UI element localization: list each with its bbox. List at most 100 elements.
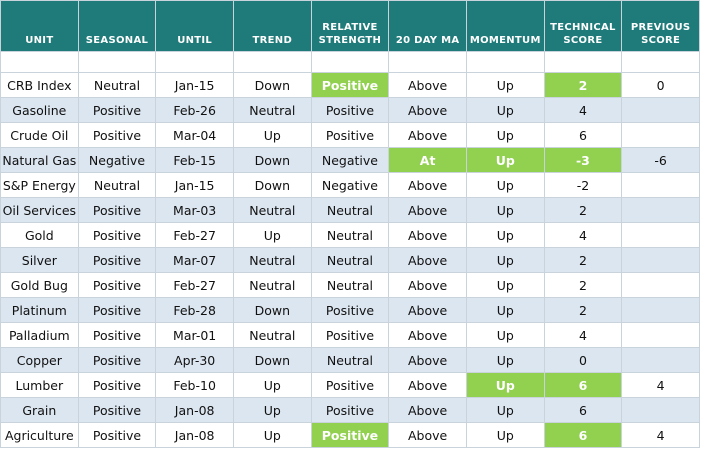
table-cell: Up	[465, 422, 545, 448]
unit-cell: Agriculture	[0, 422, 79, 448]
table-cell: Above	[388, 272, 467, 298]
table-cell: 2	[543, 72, 623, 98]
table-cell: Neutral	[310, 347, 390, 373]
table-cell: Up	[465, 322, 545, 348]
table-cell: -3	[543, 147, 623, 173]
unit-cell: Gasoline	[0, 97, 79, 123]
table-cell: -2	[543, 172, 623, 198]
table-cell: Negative	[310, 147, 390, 173]
table-cell: 2	[543, 272, 623, 298]
table-cell	[621, 322, 700, 348]
unit-cell: Copper	[0, 347, 79, 373]
table-cell: Positive	[310, 422, 390, 448]
table-cell: Positive	[77, 197, 157, 223]
table-cell: Above	[388, 247, 467, 273]
table-cell: Down	[232, 147, 312, 173]
spacer-cell	[232, 51, 312, 73]
table-row: S&P Energy Neutral Jan-15 Down Negative Above…	[0, 172, 700, 198]
table-cell: Neutral	[232, 272, 312, 298]
table-cell: Neutral	[310, 247, 390, 273]
table-cell: Down	[232, 72, 312, 98]
table-cell: Above	[388, 347, 467, 373]
table-cell	[621, 397, 700, 423]
header-cell: PREVIOUS SCORE	[621, 0, 700, 52]
table-cell: 0	[543, 347, 623, 373]
spacer-cell	[310, 51, 390, 73]
table-cell: Above	[388, 122, 467, 148]
table-cell: Up	[465, 372, 545, 398]
table-cell: Feb-10	[155, 372, 234, 398]
table-row: Agriculture Positive Jan-08 Up Positive Above…	[0, 422, 700, 448]
unit-cell: Crude Oil	[0, 122, 79, 148]
header-cell: TREND	[232, 0, 312, 52]
table-cell: Positive	[310, 97, 390, 123]
table-cell: Mar-07	[155, 247, 234, 273]
table-cell: Up	[465, 247, 545, 273]
table-cell: 2	[543, 297, 623, 323]
unit-cell: Silver	[0, 247, 79, 273]
unit-cell: Oil Services	[0, 197, 79, 223]
table-cell: Neutral	[310, 222, 390, 248]
spacer-cell	[465, 51, 545, 73]
table-cell: Above	[388, 397, 467, 423]
header-cell: 20 DAY MA	[388, 0, 467, 52]
table-cell: At	[388, 147, 467, 173]
table-cell: Up	[465, 147, 545, 173]
table-cell: Above	[388, 297, 467, 323]
table-cell: Positive	[310, 122, 390, 148]
table-cell: Above	[388, 322, 467, 348]
spacer-cell	[621, 51, 700, 73]
table-cell: Above	[388, 222, 467, 248]
table-row: Copper Positive Apr-30 Down Neutral Above Up 0	[0, 347, 700, 373]
table-cell: Jan-08	[155, 397, 234, 423]
table-row: CRB Index Neutral Jan-15 Down Positive Above U…	[0, 72, 700, 98]
table-cell: Feb-27	[155, 222, 234, 248]
spacer-cell	[543, 51, 623, 73]
unit-cell: Lumber	[0, 372, 79, 398]
unit-cell: S&P Energy	[0, 172, 79, 198]
table-row: Grain Positive Jan-08 Up Positive Above Up 6	[0, 397, 700, 423]
table-cell: Up	[465, 297, 545, 323]
table-cell	[621, 297, 700, 323]
table-cell: Up	[232, 422, 312, 448]
table-cell: Positive	[77, 347, 157, 373]
header-cell: RELATIVE STRENGTH	[310, 0, 390, 52]
header-cell: TECHNICAL SCORE	[543, 0, 623, 52]
spacer-row	[0, 51, 700, 73]
table-cell: Up	[232, 372, 312, 398]
table-cell: Neutral	[77, 72, 157, 98]
table-cell: 6	[543, 422, 623, 448]
table-cell: Above	[388, 197, 467, 223]
table-cell: 2	[543, 197, 623, 223]
table-cell: Up	[465, 97, 545, 123]
table-cell	[621, 97, 700, 123]
table-row: Silver Positive Mar-07 Neutral Neutral Above U…	[0, 247, 700, 273]
table-cell: Mar-03	[155, 197, 234, 223]
table-cell: Up	[465, 397, 545, 423]
table-cell: Positive	[310, 372, 390, 398]
table-cell: Up	[232, 222, 312, 248]
table-cell: Positive	[77, 247, 157, 273]
table-row: Gold Positive Feb-27 Up Neutral Above Up 4	[0, 222, 700, 248]
table-cell: Feb-27	[155, 272, 234, 298]
table-cell: Up	[465, 222, 545, 248]
table-cell: Down	[232, 297, 312, 323]
table-cell: Down	[232, 172, 312, 198]
table-cell: 4	[621, 422, 700, 448]
table-cell: Up	[232, 397, 312, 423]
table-cell	[621, 172, 700, 198]
table-cell: Jan-15	[155, 72, 234, 98]
table-cell	[621, 122, 700, 148]
table-cell: Positive	[310, 322, 390, 348]
spacer-cell	[155, 51, 234, 73]
table-row: Gold Bug Positive Feb-27 Neutral Neutral Abov…	[0, 272, 700, 298]
table-cell: Negative	[310, 172, 390, 198]
table-cell: Positive	[77, 372, 157, 398]
table-cell: Neutral	[232, 247, 312, 273]
table-row: Lumber Positive Feb-10 Up Positive Above Up 6 4	[0, 372, 700, 398]
table-cell: Jan-15	[155, 172, 234, 198]
table-cell: Up	[465, 72, 545, 98]
header-cell: UNTIL	[155, 0, 234, 52]
table-cell	[621, 247, 700, 273]
